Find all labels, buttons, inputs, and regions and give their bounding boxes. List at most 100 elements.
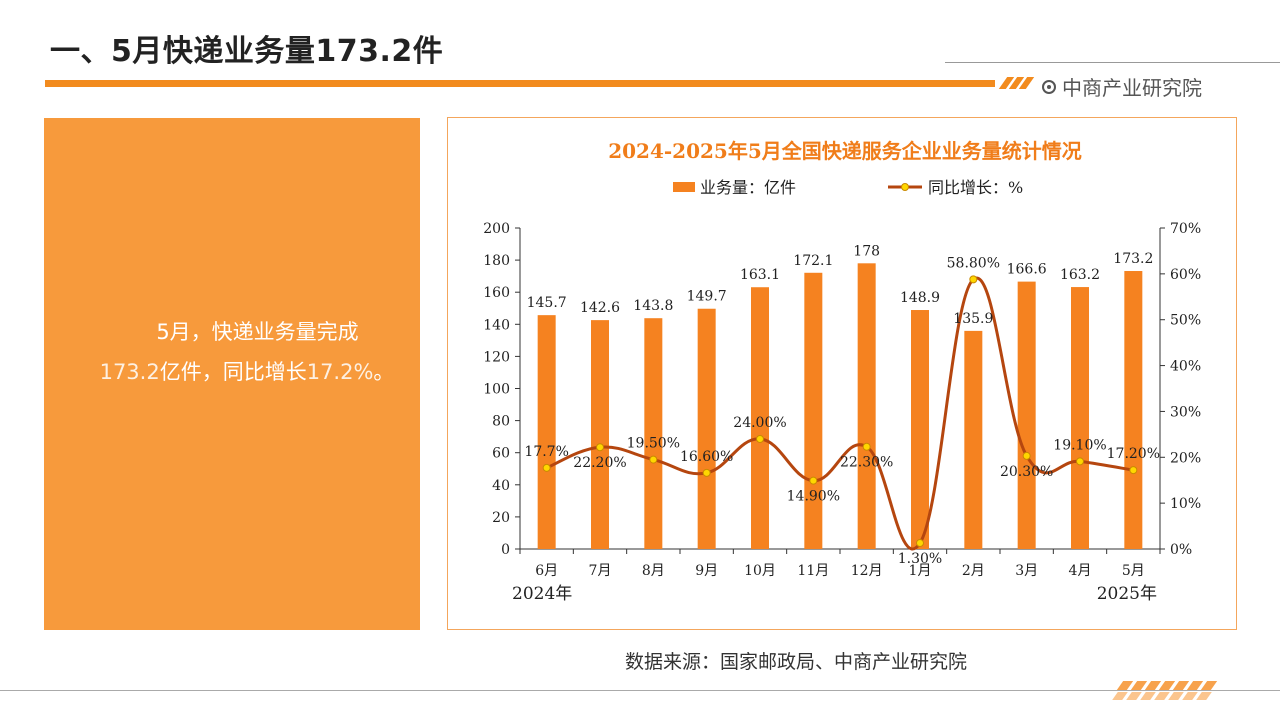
- y-right-tick-label: 40%: [1170, 359, 1201, 375]
- bar-value-label: 143.8: [633, 298, 673, 314]
- growth-point: [1076, 457, 1084, 466]
- growth-value-label: 19.50%: [627, 436, 680, 452]
- y-left-tick-label: 160: [483, 285, 510, 301]
- bar: [537, 315, 556, 549]
- bar-value-label: 163.2: [1060, 267, 1100, 283]
- growth-point: [649, 455, 658, 464]
- growth-value-label: 14.90%: [787, 489, 840, 505]
- bar-value-label: 142.6: [580, 300, 620, 316]
- bar: [1071, 287, 1089, 549]
- y-right-tick-label: 10%: [1170, 496, 1201, 512]
- legend-label-line: 同比增长：%: [928, 178, 1023, 197]
- bar-value-label: 163.1: [740, 267, 780, 283]
- y-right-tick-label: 50%: [1170, 313, 1201, 329]
- page-title: 一、5月快递业务量173.2件: [50, 34, 444, 69]
- x-tick-label: 3月: [1015, 563, 1038, 579]
- growth-point: [916, 539, 924, 548]
- summary-volume: 173.2: [99, 360, 160, 384]
- growth-point: [1129, 466, 1138, 475]
- growth-point: [756, 434, 764, 443]
- y-left-tick-label: 180: [483, 253, 510, 269]
- growth-value-label: 20.30%: [1000, 464, 1053, 480]
- growth-point: [969, 275, 978, 284]
- summary-end: 。: [373, 360, 395, 384]
- growth-value-label: 22.20%: [573, 455, 626, 471]
- chart-title: 2024-2025年5月全国快递服务企业业务量统计情况: [608, 139, 1082, 163]
- bar-value-label: 145.7: [527, 295, 567, 311]
- header-thin-line: [945, 62, 1280, 63]
- x-tick-label: 1月: [909, 563, 932, 579]
- bar-value-label: 148.9: [900, 290, 940, 306]
- y-right-tick-label: 70%: [1170, 221, 1201, 237]
- footer-slash-mark: [1200, 681, 1218, 690]
- growth-point: [809, 476, 818, 485]
- growth-point: [702, 468, 711, 477]
- summary-line-2: 亿件，同比增长: [159, 360, 307, 384]
- header-accent-bar: [45, 80, 995, 87]
- growth-point: [862, 442, 871, 451]
- brand: 中商产业研究院: [1042, 72, 1202, 101]
- y-right-tick-label: 0%: [1170, 542, 1192, 558]
- y-left-tick-label: 140: [483, 317, 510, 333]
- x-tick-label: 4月: [1069, 563, 1092, 579]
- x-tick-label: 8月: [642, 563, 665, 579]
- year-label-right: 2025年: [1097, 584, 1157, 604]
- growth-value-label: 58.80%: [947, 255, 1000, 271]
- growth-value-label: 24.00%: [733, 415, 786, 431]
- y-left-tick-label: 20: [492, 510, 510, 526]
- bar: [964, 330, 983, 549]
- bar-value-label: 172.1: [793, 253, 833, 269]
- summary-panel: [44, 118, 420, 630]
- data-source: 数据来源：国家邮政局、中商产业研究院: [625, 651, 968, 673]
- y-left-tick-label: 100: [483, 382, 510, 398]
- y-right-tick-label: 60%: [1170, 267, 1201, 283]
- bar: [1017, 281, 1036, 549]
- growth-value-label: 22.30%: [840, 455, 893, 471]
- x-tick-label: 7月: [589, 563, 612, 579]
- growth-value-label: 1.30%: [898, 551, 942, 567]
- chart-container: 2024-2025年5月全国快递服务企业业务量统计情况业务量：亿件 同比增长：% 0…: [447, 117, 1237, 630]
- brand-name: 中商产业研究院: [1062, 76, 1202, 100]
- y-left-tick-label: 0: [501, 542, 510, 558]
- growth-point: [542, 463, 551, 472]
- growth-value-label: 17.7%: [524, 444, 568, 460]
- bar-value-label: 166.6: [1007, 262, 1047, 278]
- growth-value-label: 16.60%: [680, 449, 733, 465]
- footer-slash-mark: [1196, 692, 1212, 700]
- x-tick-label: 11月: [797, 563, 829, 579]
- y-right-tick-label: 20%: [1170, 450, 1201, 466]
- bar-value-label: 149.7: [687, 289, 727, 305]
- growth-line: [546, 276, 1134, 551]
- x-tick-label: 10月: [744, 563, 776, 579]
- summary-text: 5月，快递业务量完成 173.2亿件，同比增长17.2%。: [82, 312, 412, 392]
- growth-point: [1022, 451, 1031, 460]
- y-right-tick-label: 30%: [1170, 404, 1201, 420]
- summary-line-1: 5月，快递业务量完成: [156, 320, 359, 344]
- y-left-tick-label: 200: [483, 221, 510, 237]
- bar-value-label: 173.2: [1113, 251, 1153, 267]
- x-tick-label: 5月: [1122, 563, 1145, 579]
- bar: [751, 287, 769, 549]
- x-tick-label: 2月: [962, 563, 985, 579]
- x-tick-label: 9月: [695, 563, 718, 579]
- year-label-left: 2024年: [512, 584, 572, 604]
- legend-swatch-bar: [673, 182, 695, 192]
- footer-line: [0, 690, 1280, 691]
- growth-value-label: 19.10%: [1053, 437, 1106, 453]
- summary-growth: 17.2%: [306, 360, 374, 384]
- legend-marker: [901, 183, 909, 191]
- y-left-tick-label: 120: [483, 349, 510, 365]
- bar: [591, 320, 609, 549]
- x-tick-label: 12月: [851, 563, 883, 579]
- legend-label-bar: 业务量：亿件: [700, 178, 796, 197]
- bar: [911, 310, 929, 549]
- y-left-tick-label: 40: [492, 478, 510, 494]
- bar: [1124, 271, 1143, 549]
- bar: [804, 272, 823, 549]
- x-tick-label: 6月: [535, 563, 558, 579]
- y-left-tick-label: 80: [492, 414, 510, 430]
- bar: [697, 308, 716, 549]
- bar-value-label: 135.9: [953, 311, 993, 327]
- bar: [857, 263, 876, 549]
